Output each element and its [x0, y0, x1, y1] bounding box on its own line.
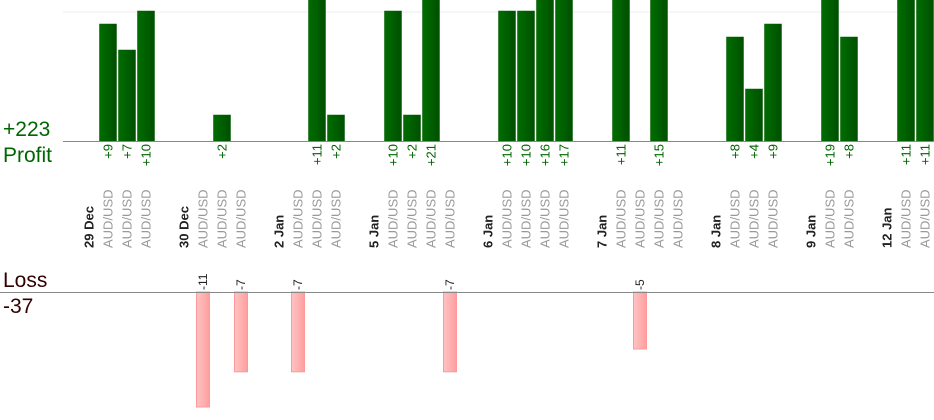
date-label: 6 Jan	[481, 215, 496, 248]
profit-bar	[536, 0, 554, 142]
loss-value-label: -7	[291, 279, 305, 290]
date-label: 7 Jan	[595, 215, 610, 248]
symbol-label: AUD/USD	[728, 189, 743, 248]
profit-value-label: +9	[766, 144, 781, 159]
symbol-label: AUD/USD	[538, 189, 553, 248]
profit-value-label: +11	[918, 144, 933, 165]
loss-label: Loss	[3, 269, 48, 292]
profit-bar	[745, 88, 763, 142]
symbol-label: AUD/USD	[405, 189, 420, 248]
profit-bar	[650, 0, 668, 142]
profit-bar	[840, 36, 858, 142]
symbol-label: AUD/USD	[139, 189, 154, 248]
profit-value-label: +7	[120, 144, 135, 159]
symbol-label: AUD/USD	[386, 189, 401, 248]
profit-value-label: +10	[386, 144, 401, 166]
profit-bar	[612, 0, 630, 142]
symbol-label: AUD/USD	[443, 189, 458, 248]
profit-value-label: +2	[405, 144, 420, 159]
symbol-label: AUD/USD	[310, 189, 325, 248]
loss-value-label: -7	[443, 279, 457, 290]
profit-value-label: +11	[899, 144, 914, 165]
loss-value-label: -11	[196, 273, 210, 290]
symbol-label: AUD/USD	[899, 189, 914, 248]
symbol-label: AUD/USD	[823, 189, 838, 248]
profit-bar	[498, 10, 516, 142]
symbol-label: AUD/USD	[291, 189, 306, 248]
date-label: 8 Jan	[709, 215, 724, 248]
symbol-label: AUD/USD	[842, 189, 857, 248]
profit-value-label: +10	[519, 144, 534, 166]
profit-value-label: +8	[842, 144, 857, 159]
symbol-label: AUD/USD	[101, 189, 116, 248]
profit-bar	[327, 114, 345, 142]
profit-bar	[99, 23, 117, 142]
profit-value-label: +9	[101, 144, 116, 159]
profit-bar	[897, 0, 915, 142]
profit-value-label: +21	[424, 144, 439, 166]
profit-value-label: +16	[538, 144, 553, 166]
profit-bar	[403, 114, 421, 142]
profit-value-label: +17	[557, 144, 572, 166]
profit-value-label: +2	[329, 144, 344, 159]
profit-bar	[764, 23, 782, 142]
date-label: 5 Jan	[367, 215, 382, 248]
profit-value-label: +19	[823, 144, 838, 166]
symbol-label: AUD/USD	[234, 189, 249, 248]
profit-value-label: +8	[728, 144, 743, 159]
symbol-label: AUD/USD	[747, 189, 762, 248]
profit-bar	[118, 49, 136, 142]
loss-bar	[443, 291, 457, 373]
profit-value-label: +4	[747, 144, 762, 159]
loss-value-label: -5	[633, 279, 647, 290]
profit-value-label: +11	[310, 144, 325, 165]
symbol-label: AUD/USD	[329, 189, 344, 248]
symbol-label: AUD/USD	[652, 189, 667, 248]
loss-bar	[633, 291, 647, 350]
loss-bar	[234, 291, 248, 373]
date-label: 2 Jan	[272, 215, 287, 248]
profit-value-label: +10	[139, 144, 154, 166]
profit-bar	[137, 10, 155, 142]
profit-label: Profit	[3, 144, 53, 167]
profit-bar	[555, 0, 573, 142]
symbol-label: AUD/USD	[215, 189, 230, 248]
symbol-label: AUD/USD	[500, 189, 515, 248]
symbol-label: AUD/USD	[633, 189, 648, 248]
profit-bar	[422, 0, 440, 142]
loss-bar	[291, 291, 305, 373]
loss-value-label: -7	[234, 279, 248, 290]
symbol-label: AUD/USD	[557, 189, 572, 248]
date-label: 12 Jan	[880, 207, 895, 248]
profit-bar	[726, 36, 744, 142]
symbol-label: AUD/USD	[614, 189, 629, 248]
profit-value-label: +11	[614, 144, 629, 165]
symbol-label: AUD/USD	[671, 189, 686, 248]
symbol-label: AUD/USD	[918, 189, 933, 248]
profit-bar	[821, 0, 839, 142]
profit-bar	[384, 10, 402, 142]
loss-bar	[196, 291, 210, 408]
date-label: 30 Dec	[177, 206, 192, 248]
profit-bar	[308, 0, 326, 142]
symbol-label: AUD/USD	[766, 189, 781, 248]
profit-value-label: +15	[652, 144, 667, 166]
date-label: 9 Jan	[804, 215, 819, 248]
symbol-label: AUD/USD	[120, 189, 135, 248]
profit-value-label: +10	[500, 144, 515, 166]
profit-bar	[916, 0, 934, 142]
symbol-label: AUD/USD	[196, 189, 211, 248]
profit-value-label: +2	[215, 144, 230, 159]
date-label: 29 Dec	[82, 206, 97, 248]
profit-bar	[213, 114, 231, 142]
profit-total: +223	[3, 118, 51, 141]
symbol-label: AUD/USD	[424, 189, 439, 248]
symbol-label: AUD/USD	[519, 189, 534, 248]
profit-bar	[517, 10, 535, 142]
loss-total: -37	[3, 295, 34, 318]
